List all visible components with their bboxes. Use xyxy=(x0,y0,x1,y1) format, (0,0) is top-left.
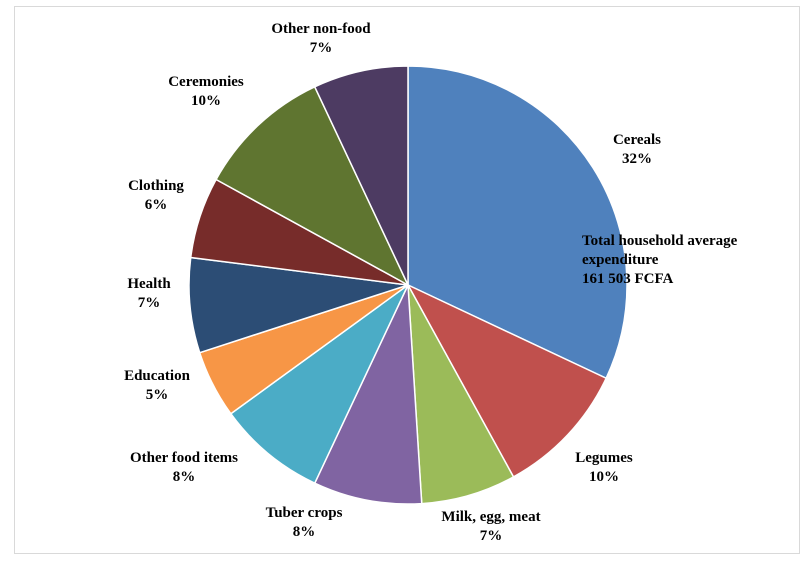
annotation-line-3: 161 503 FCFA xyxy=(582,271,674,287)
annotation-line-1: Total household average xyxy=(582,233,738,249)
label-name-clothing: Clothing xyxy=(128,178,184,194)
label-value-other-food-items: 8% xyxy=(173,469,196,485)
label-name-cereals: Cereals xyxy=(613,132,661,148)
slice-other-non-food xyxy=(313,65,409,286)
label-value-ceremonies: 10% xyxy=(191,93,221,109)
label-name-health: Health xyxy=(127,276,171,292)
slice-other-food-items xyxy=(229,284,409,485)
label-value-other-non-food: 7% xyxy=(310,40,333,56)
pie-labels: Cereals 32% Legumes 10% Milk, egg, meat 7% Tub… xyxy=(124,21,661,544)
slice-cereals xyxy=(407,65,628,380)
label-name-ceremonies: Ceremonies xyxy=(168,74,244,90)
label-value-clothing: 6% xyxy=(145,197,168,213)
label-name-education: Education xyxy=(124,368,191,384)
label-value-cereals: 32% xyxy=(622,151,652,167)
label-name-other-non-food: Other non-food xyxy=(271,21,371,37)
annotation-line-2: expenditure xyxy=(582,252,659,268)
label-name-other-food-items: Other food items xyxy=(130,450,238,466)
label-name-tuber-crops: Tuber crops xyxy=(266,505,343,521)
pie-slices xyxy=(188,65,628,505)
slice-ceremonies xyxy=(215,85,410,287)
slice-legumes xyxy=(406,283,608,478)
label-value-legumes: 10% xyxy=(589,469,619,485)
label-name-milk-egg-meat: Milk, egg, meat xyxy=(441,509,540,525)
label-name-legumes: Legumes xyxy=(575,450,633,466)
label-value-education: 5% xyxy=(146,387,169,403)
label-value-tuber-crops: 8% xyxy=(293,524,316,540)
slice-tuber-crops xyxy=(313,284,423,505)
label-value-health: 7% xyxy=(138,295,161,311)
label-value-milk-egg-meat: 7% xyxy=(480,528,503,544)
